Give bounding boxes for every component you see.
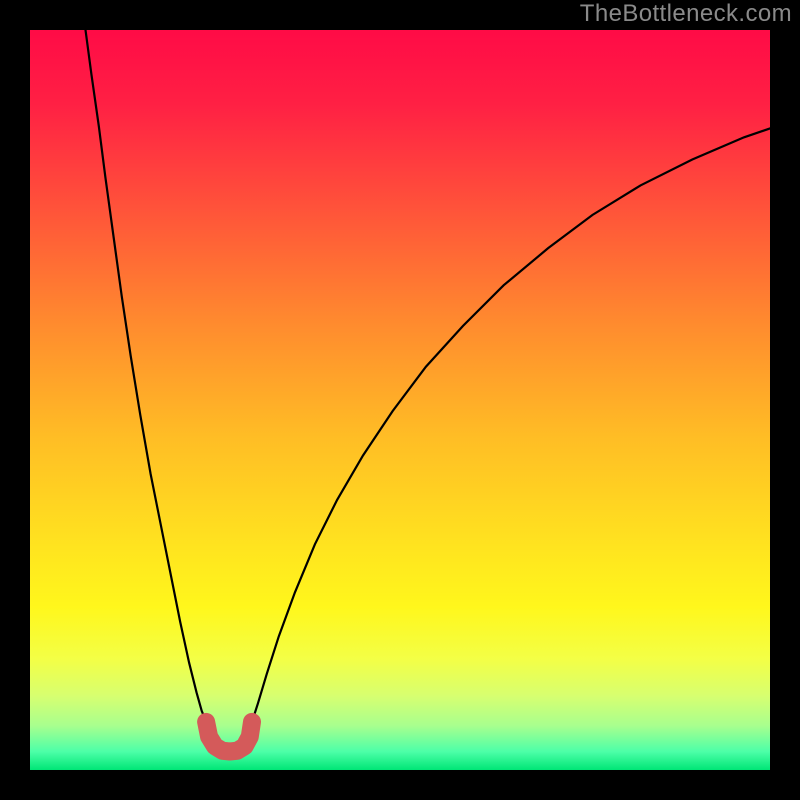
watermark-text: TheBottleneck.com: [580, 0, 792, 28]
chart-container: TheBottleneck.com: [0, 0, 800, 800]
bottleneck-chart: [0, 0, 800, 800]
